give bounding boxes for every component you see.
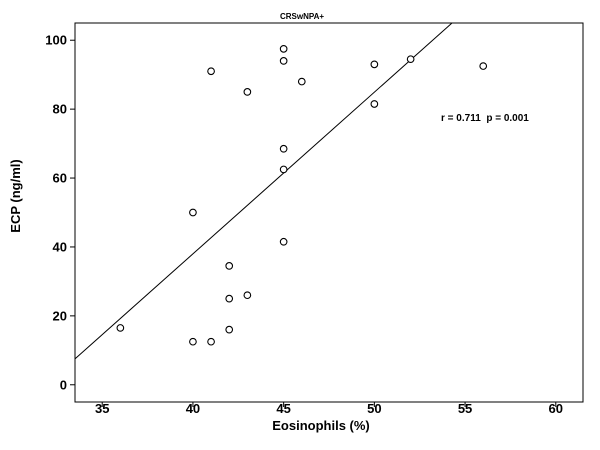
plot-area (74, 22, 584, 403)
y-tick-label: 100 (45, 33, 67, 48)
x-tick-label: 55 (458, 401, 472, 416)
data-point (225, 325, 234, 334)
data-point (370, 100, 379, 108)
x-axis: 35 40 45 50 55 60 (95, 401, 563, 416)
data-point (225, 294, 234, 303)
x-tick-label: 35 (95, 401, 109, 416)
y-tick-label: 40 (53, 239, 67, 254)
y-tick-label: 0 (60, 377, 67, 392)
data-point (189, 337, 197, 346)
x-axis-title: Eosinophils (%) (272, 418, 370, 433)
y-tick-label: 60 (53, 171, 67, 186)
data-point (225, 262, 234, 270)
data-point (297, 77, 306, 86)
data-point (189, 208, 197, 217)
data-point (243, 291, 252, 300)
x-tick-label: 40 (186, 401, 200, 416)
regression-line-layer (74, 22, 453, 360)
data-point (479, 62, 488, 70)
data-point (207, 67, 215, 76)
data-points (116, 44, 488, 346)
plot-frame (74, 22, 584, 403)
y-tick-label: 20 (53, 308, 67, 323)
y-axis: 0 20 40 60 80 100 (45, 33, 75, 392)
y-axis-title: ECP (ng/ml) (8, 159, 23, 232)
x-tick-label: 50 (367, 401, 381, 416)
data-point (116, 324, 125, 332)
y-tick-label: 80 (53, 102, 67, 117)
x-tick-label: 60 (549, 401, 563, 416)
regression-line (74, 22, 453, 360)
data-point (279, 237, 288, 246)
data-point (279, 165, 288, 174)
chart-title: CRSwNPA+ (280, 12, 324, 21)
data-point (243, 88, 252, 96)
data-point (279, 57, 288, 65)
data-point (207, 337, 215, 346)
data-point (406, 55, 415, 64)
data-point (370, 60, 379, 69)
x-tick-label: 45 (276, 401, 290, 416)
data-point (279, 44, 288, 53)
correlation-annotation: r = 0.711 p = 0.001 (441, 113, 529, 124)
data-point (279, 144, 288, 153)
